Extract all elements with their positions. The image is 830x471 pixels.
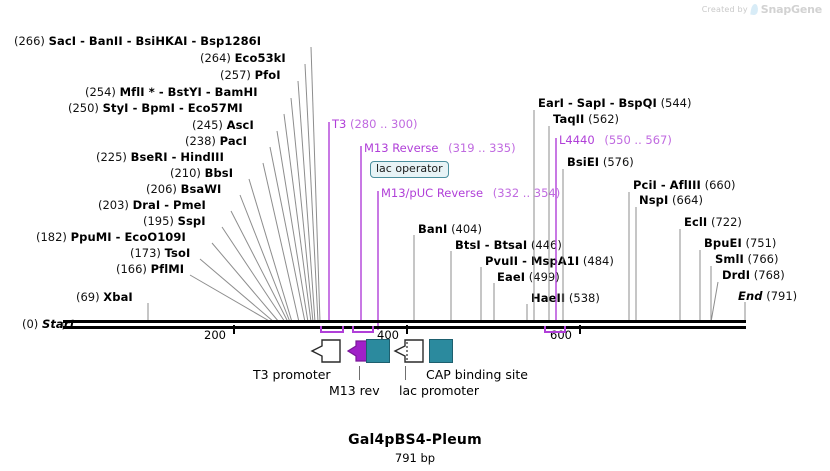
- enzyme-label-660[interactable]: PciI - AflIII (660): [633, 178, 736, 192]
- snapgene-watermark: Created by SnapGene: [702, 3, 822, 16]
- watermark-brand-label: SnapGene: [760, 3, 822, 16]
- enzyme-label-722[interactable]: EclI (722): [684, 215, 742, 229]
- enzyme-label-206[interactable]: (206) BsaWI: [146, 182, 222, 196]
- enzyme-label-203[interactable]: (203) DraI - PmeI: [98, 198, 206, 212]
- feature-label-t3-promoter[interactable]: T3 promoter: [253, 367, 331, 382]
- enzyme-label-562[interactable]: TaqII (562): [553, 112, 620, 126]
- snapgene-logo-icon: [750, 3, 759, 16]
- enzyme-label-768[interactable]: DrdI (768): [722, 268, 785, 282]
- feature-stem-m13-rev: [359, 366, 360, 380]
- feature-glyph-cap-binding-site-box[interactable]: [429, 339, 453, 363]
- enzyme-label-766[interactable]: SmlI (766): [715, 252, 779, 266]
- enzyme-label-266[interactable]: (266) SacI - BanII - BsiHKAI - Bsp1286I: [14, 34, 262, 48]
- primer-span-m13-reverse[interactable]: [352, 326, 374, 333]
- enzyme-label-446[interactable]: BtsI - BtsaI (446): [455, 238, 562, 252]
- feature-glyph-t3-promoter[interactable]: [310, 338, 342, 364]
- enzyme-label-576[interactable]: BsiEI (576): [567, 155, 634, 169]
- primer-label-m13-reverse[interactable]: M13 Reverse (319 .. 335): [364, 141, 516, 155]
- primer-label-m13-puc-reverse[interactable]: M13/pUC Reverse (332 .. 354): [381, 186, 561, 200]
- ruler-label-200: 200: [204, 328, 226, 342]
- feature-stem-lac-promoter: [405, 366, 406, 380]
- enzyme-label-484[interactable]: PvuII - MspA1I (484): [485, 254, 614, 268]
- enzyme-label-225[interactable]: (225) BseRI - HindIII: [96, 150, 224, 164]
- primer-label-t3[interactable]: T3 (280 .. 300): [332, 117, 418, 131]
- feature-glyph-lac-promoter[interactable]: [393, 338, 425, 364]
- plasmid-length-label: 791 bp: [394, 451, 436, 465]
- ruler-label-400: 400: [377, 328, 399, 342]
- backbone-line-top: [63, 320, 746, 323]
- feature-label-lac-promoter[interactable]: lac promoter: [399, 383, 479, 398]
- enzyme-label-245[interactable]: (245) AscI: [192, 118, 254, 132]
- ruler-tick-600: [579, 325, 581, 334]
- enzyme-label-264[interactable]: (264) Eco53kI: [200, 51, 286, 65]
- plasmid-title: Gal4pBS4-Pleum: [348, 432, 482, 448]
- enzyme-label-250[interactable]: (250) StyI - BpmI - Eco57MI: [68, 101, 243, 115]
- enzyme-label-499[interactable]: EaeI (499): [497, 270, 560, 284]
- feature-glyph-lac-operator-box[interactable]: [366, 339, 390, 363]
- ruler-tick-400: [406, 325, 408, 334]
- watermark-created-label: Created by: [701, 5, 748, 14]
- enzyme-label-544[interactable]: EarI - SapI - BspQI (544): [538, 96, 692, 110]
- enzyme-label-166[interactable]: (166) PflMI: [116, 262, 185, 276]
- enzyme-label-210[interactable]: (210) BbsI: [170, 166, 234, 180]
- enzyme-label-182[interactable]: (182) PpuMI - EcoO109I: [36, 230, 186, 244]
- enzyme-label-254[interactable]: (254) MflI * - BstYI - BamHI: [85, 85, 258, 99]
- enzyme-label-538[interactable]: HaeII (538): [531, 291, 600, 305]
- primer-span-l4440[interactable]: [544, 326, 566, 333]
- terminal-label-end[interactable]: End (791): [738, 289, 798, 303]
- backbone-line-bottom: [63, 326, 746, 329]
- enzyme-label-751[interactable]: BpuEI (751): [704, 236, 777, 250]
- ruler-tick-200: [233, 325, 235, 334]
- enzyme-label-69[interactable]: (69) XbaI: [76, 290, 133, 304]
- enzyme-label-173[interactable]: (173) TsoI: [130, 246, 191, 260]
- feature-label-m13-rev[interactable]: M13 rev: [329, 383, 380, 398]
- feature-label-cap-binding-site[interactable]: CAP binding site: [426, 367, 528, 382]
- enzyme-label-664[interactable]: NspI (664): [639, 193, 703, 207]
- enzyme-label-238[interactable]: (238) PacI: [185, 134, 247, 148]
- enzyme-label-195[interactable]: (195) SspI: [143, 214, 206, 228]
- enzyme-label-404[interactable]: BanI (404): [418, 222, 482, 236]
- enzyme-label-257[interactable]: (257) PfoI: [220, 68, 281, 82]
- primer-span-t3[interactable]: [320, 326, 344, 333]
- feature-label-lac-operator[interactable]: lac operator: [370, 161, 449, 179]
- primer-label-l4440[interactable]: L4440 (550 .. 567): [559, 133, 672, 147]
